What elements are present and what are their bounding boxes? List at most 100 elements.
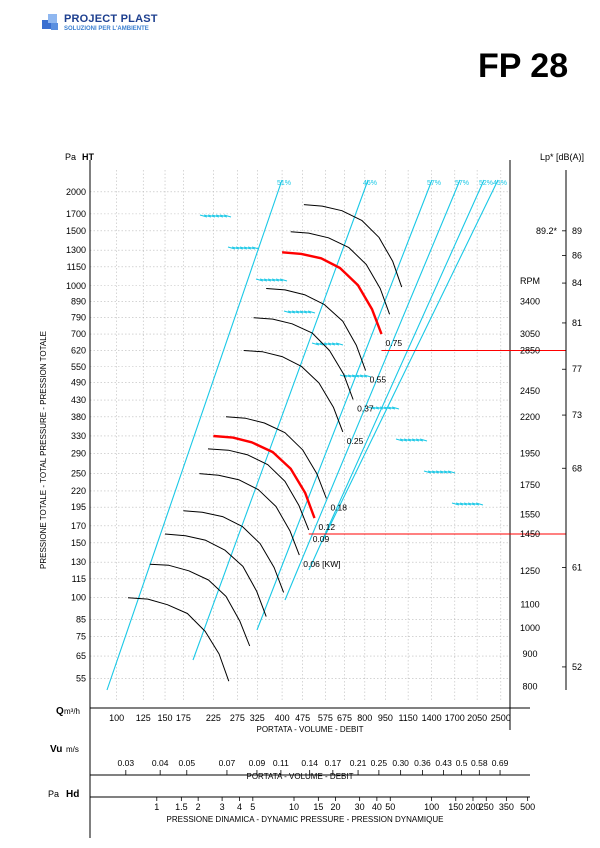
pressure-tick-label: 170	[71, 521, 86, 531]
velocity-tick-label: 0.17	[325, 758, 342, 768]
pressure-tick-label: 290	[71, 448, 86, 458]
power-label: 0.12	[319, 522, 336, 532]
efficiency-dash	[435, 470, 444, 474]
efficiency-dash	[323, 342, 332, 346]
dynamic-pressure-tick-label: 15	[313, 802, 323, 812]
noise-axis-title: Lp* [dB(A)]	[540, 152, 584, 162]
flow-tick-label: 800	[357, 713, 372, 723]
velocity-tick-label: 0.09	[249, 758, 266, 768]
efficiency-dash	[239, 246, 248, 250]
flow-tick-label: 175	[176, 713, 191, 723]
efficiency-dash	[371, 406, 380, 410]
pressure-tick-label: 100	[71, 593, 86, 603]
fan-curve	[303, 204, 403, 288]
flow-tick-label: 150	[158, 713, 173, 723]
velocity-tick-label: 0.03	[118, 758, 135, 768]
noise-tick-label: 81	[572, 318, 582, 328]
flow-tick-label: 2050	[467, 713, 487, 723]
velocity-tick-label: 0.04	[152, 758, 169, 768]
efficiency-dash	[415, 438, 424, 442]
efficiency-dash	[279, 278, 288, 282]
pressure-tick-label: 85	[76, 615, 86, 625]
brand-mark-square-light	[48, 14, 57, 23]
dynamic-pressure-tick-label: 3	[220, 802, 225, 812]
fan-curve	[266, 288, 367, 371]
dynamic-pressure-tick-label: 40	[372, 802, 382, 812]
brand-logo: PROJECT PLAST SOLUZIONI PER L'AMBIENTE	[42, 12, 202, 42]
rpm-tick-label: 1550	[520, 509, 540, 519]
efficiency-label: 57%	[427, 180, 441, 187]
flow-tick-label: 2500	[491, 713, 511, 723]
pressure-tick-label: 65	[76, 651, 86, 661]
pressure-tick-label: 195	[71, 502, 86, 512]
efficiency-label: 51%	[277, 180, 291, 187]
pressure-tick-label: 1150	[67, 262, 86, 272]
pressure-tick-label: 55	[76, 674, 86, 684]
pressure-tick-label: 430	[71, 395, 86, 405]
fan-curve	[149, 563, 251, 647]
velocity-tick-label: 0.25	[371, 758, 388, 768]
efficiency-dash	[383, 406, 392, 410]
pressure-tick-label: 75	[76, 632, 86, 642]
pressure-tick-label: 150	[71, 538, 86, 548]
efficiency-dash	[299, 310, 308, 314]
efficiency-dash	[423, 470, 432, 474]
fan-curves: 0.75 0.55 0.37 0.25 0.18 0.12 0.09 0.06 [KW]	[127, 204, 403, 682]
power-label: 0.55	[370, 374, 387, 384]
efficiency-dash	[255, 278, 264, 282]
efficiency-dash	[387, 406, 396, 410]
efficiency-line	[284, 179, 461, 601]
efficiency-dash	[215, 214, 224, 218]
efficiency-dash	[295, 310, 304, 314]
fan-curve	[183, 510, 285, 593]
power-label: 0.37	[357, 403, 374, 413]
velocity-tick-label: 0.36	[414, 758, 431, 768]
power-label: 0.75	[386, 338, 403, 348]
brand-mark-square-dark	[42, 20, 51, 29]
noise-tick-label: 86	[572, 251, 582, 261]
pressure-axis-title: PRESSIONE TOTALE - TOTAL PRESSURE - PRES…	[39, 331, 48, 569]
dynamic-pressure-tick-label: 1.5	[175, 802, 188, 812]
velocity-tick-label: 0.14	[301, 758, 318, 768]
efficiency-dash	[287, 310, 296, 314]
efficiency-label: 57%	[455, 180, 469, 187]
brand-mark-icon	[42, 14, 58, 30]
efficiency-dash	[235, 246, 244, 250]
efficiency-dash	[379, 406, 388, 410]
efficiency-dash	[347, 374, 356, 378]
dynamic-pressure-tick-label: 10	[289, 802, 299, 812]
flow-tick-label: 1700	[445, 713, 465, 723]
fan-curve-highlighted	[213, 434, 316, 519]
brand-name: PROJECT PLAST	[64, 13, 158, 25]
efficiency-dash	[335, 342, 344, 346]
efficiency-dash	[439, 470, 448, 474]
rpm-tick-label: 1100	[520, 600, 539, 610]
brand-tagline: SOLUZIONI PER L'AMBIENTE	[64, 26, 149, 32]
flow-tick-label: 100	[109, 713, 124, 723]
flow-tick-label: 225	[206, 713, 221, 723]
efficiency-dash	[247, 246, 256, 250]
dynamic-pressure-tick-label: 350	[499, 802, 514, 812]
efficiency-dash	[467, 502, 476, 506]
efficiency-dash	[427, 470, 436, 474]
fan-curve	[253, 317, 354, 400]
rpm-tick-label: 1950	[520, 448, 540, 458]
dynamic-pressure-unit-label: Pa	[48, 789, 59, 799]
efficiency-dash	[231, 246, 240, 250]
pressure-tick-label: 620	[71, 346, 86, 356]
dynamic-pressure-symbol-label: Hd	[66, 789, 79, 800]
noise-tick-label: 61	[572, 562, 582, 572]
efficiency-label: 45%	[493, 180, 507, 187]
noise-tick-label: 52	[572, 662, 582, 672]
rpm-axis-title: RPM	[520, 276, 540, 286]
efficiency-dash	[243, 246, 252, 250]
efficiency-dash	[339, 374, 348, 378]
efficiency-dash	[351, 374, 360, 378]
fan-curve	[164, 533, 267, 617]
pressure-tick-label: 490	[71, 377, 86, 387]
rpm-tick-label: 2450	[520, 386, 540, 396]
efficiency-dash	[331, 342, 340, 346]
dynamic-pressure-tick-label: 30	[355, 802, 365, 812]
flow-tick-label: 275	[230, 713, 245, 723]
